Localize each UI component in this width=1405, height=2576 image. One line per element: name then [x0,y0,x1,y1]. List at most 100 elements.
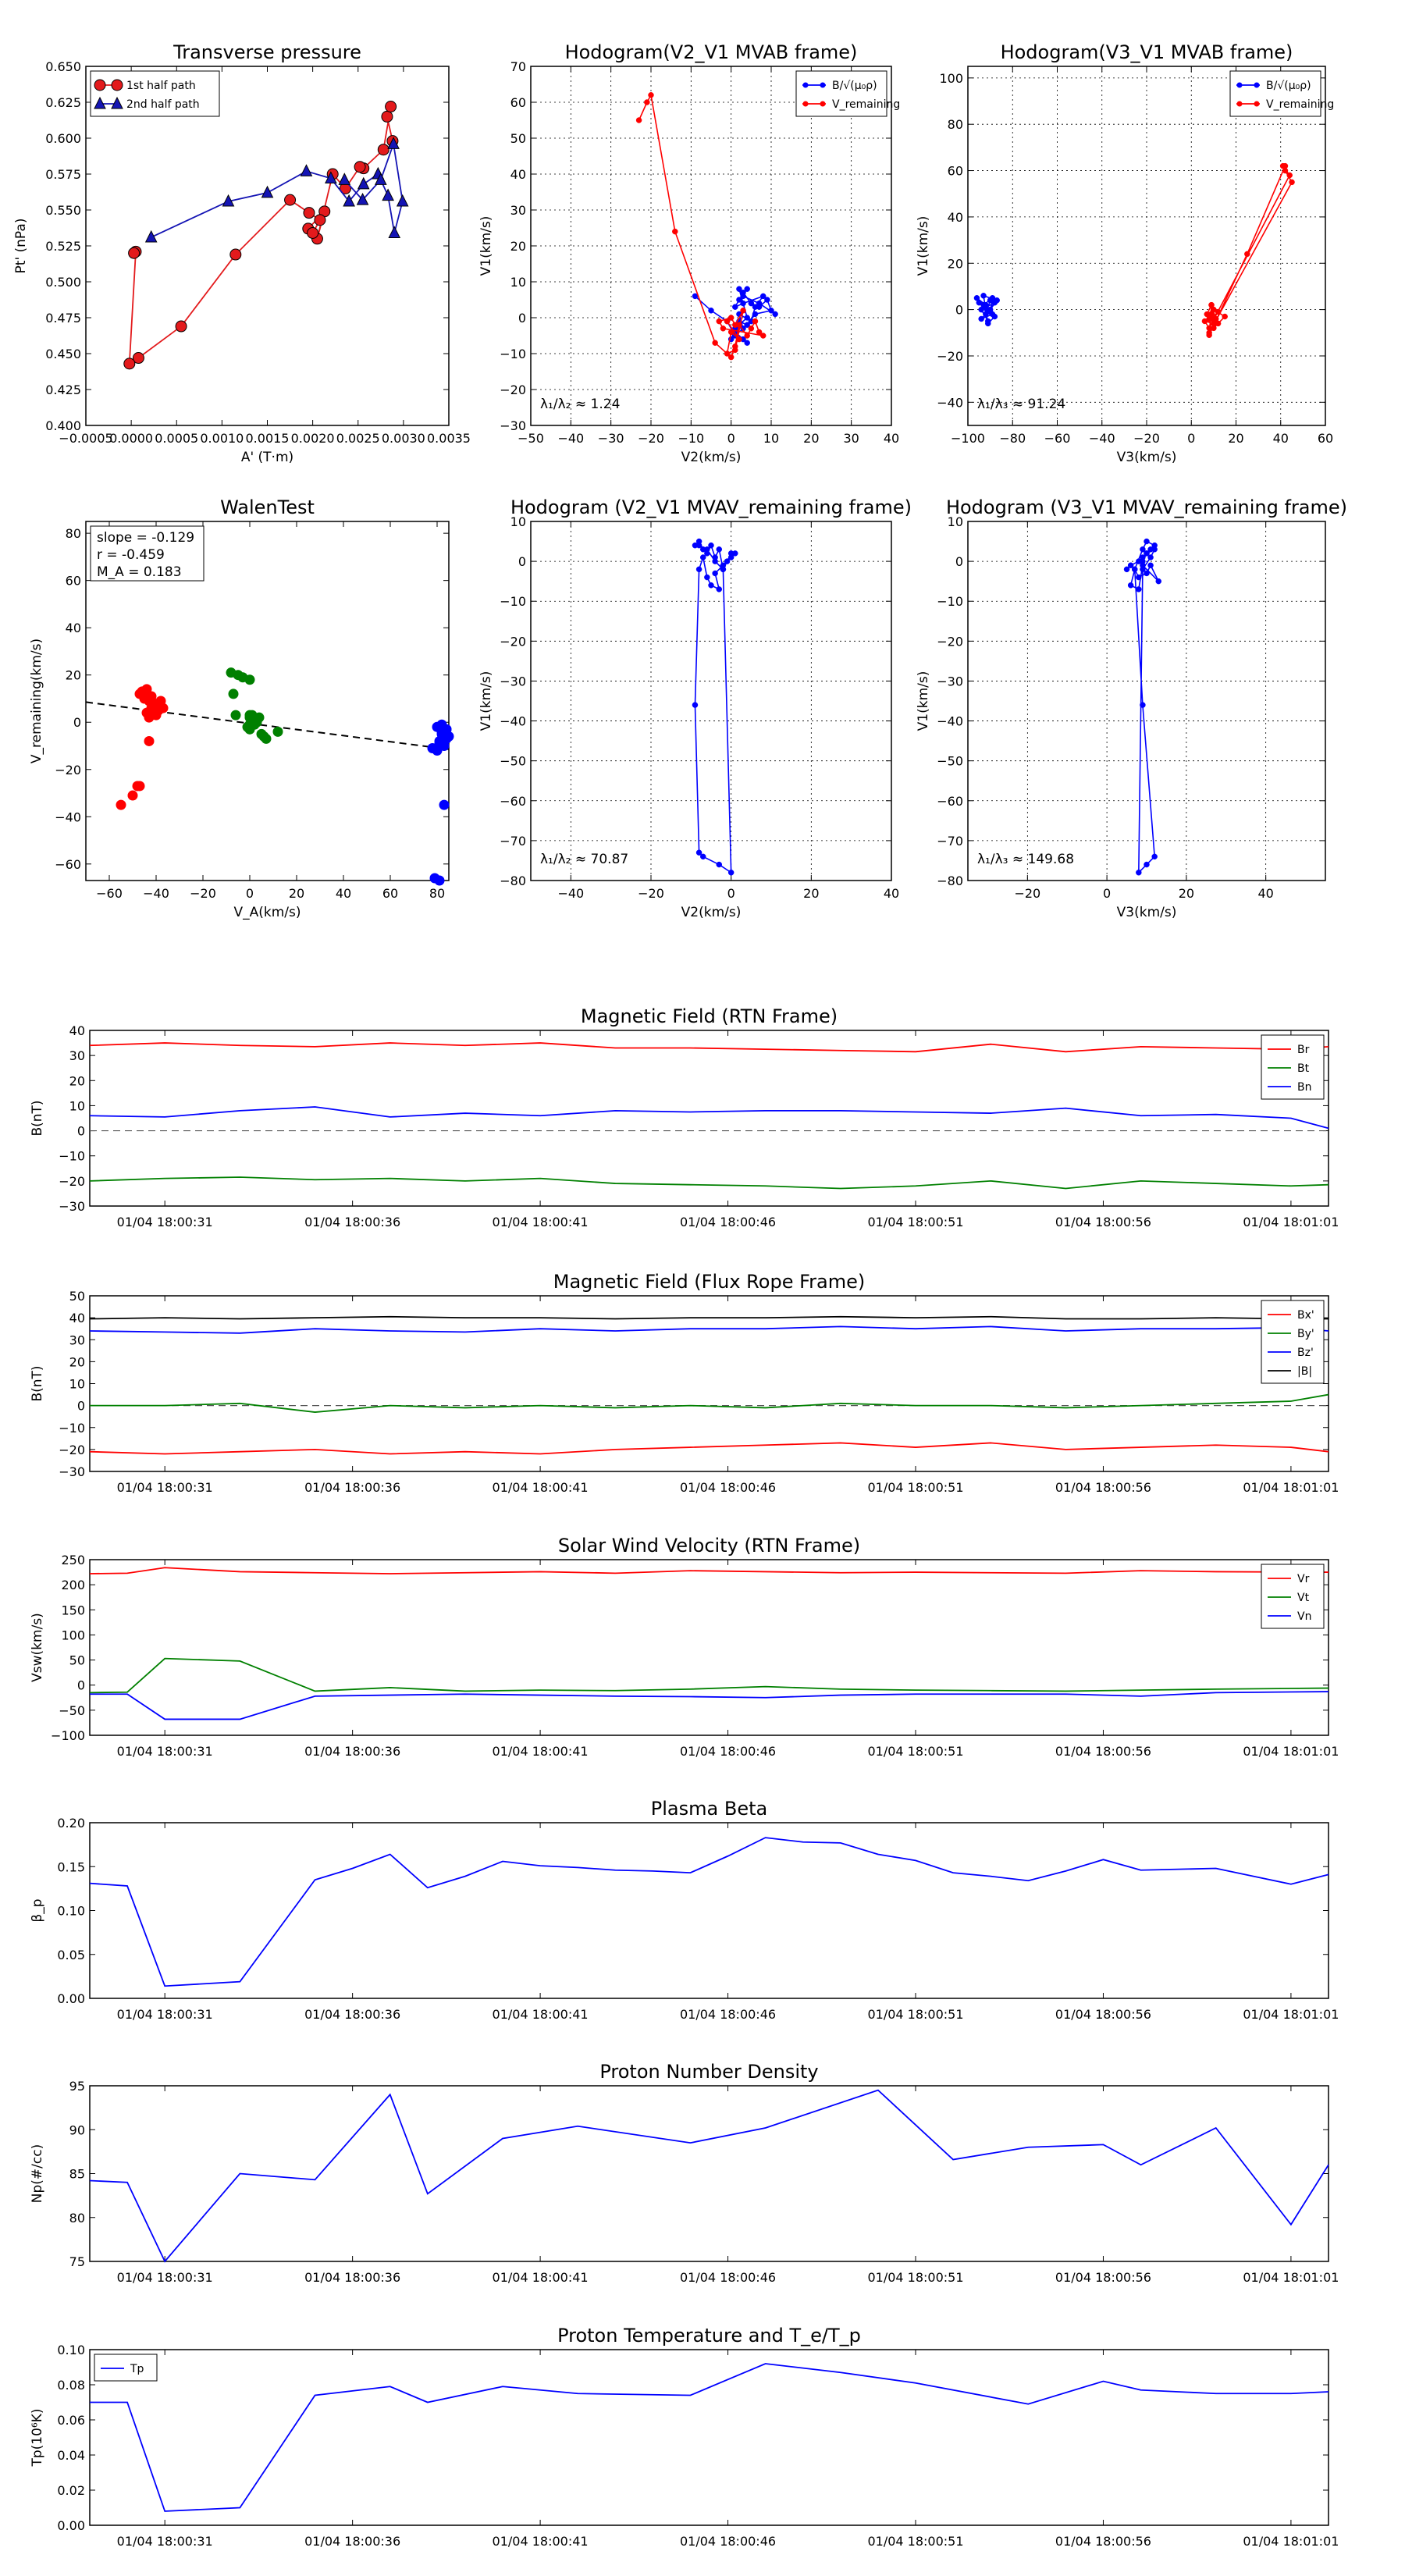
pt-marker-triangle [343,194,355,207]
mag_fr-title: Magnetic Field (Flux Rope Frame) [553,1271,865,1293]
pt-marker-circle [284,194,297,206]
h3-ytick-label: −50 [500,754,526,769]
h2-point [987,297,994,304]
h3-point [695,849,702,856]
h2-point [1206,325,1212,332]
np-xtick-label: 01/04 18:00:36 [304,2270,400,2285]
h1-point [756,329,763,336]
walen-point-green [230,710,241,720]
h3-point [695,542,702,549]
h1-legend-label: V_remaining [832,98,900,111]
h4-point [1140,702,1146,708]
h4-point [1127,582,1134,589]
h4-ytick-label: 0 [955,554,963,569]
pt-marker-circle [377,144,389,156]
h1-legend-marker [802,82,809,88]
h2-point [1204,311,1211,318]
h4-point [1147,562,1154,568]
h1-point [752,318,759,325]
tp-xtick-label: 01/04 18:00:31 [117,2534,213,2549]
np-axes-frame [89,2085,1329,2262]
h4-ytick-label: −30 [937,674,963,688]
pt-ytick-label: 0.550 [45,203,81,218]
walen-ytick-label: 0 [73,715,81,730]
h3-ylabel: V1(km/s) [478,671,494,731]
vel-xtick-label: 01/04 18:00:41 [493,1744,589,1759]
h3-ytick-label: −20 [500,634,526,649]
h1-point [708,308,714,314]
vel-legend [1261,1564,1325,1629]
np-ytick-label: 75 [69,2254,85,2269]
vel-axes-frame [89,1559,1329,1736]
mag_fr-xtick-label: 01/04 18:01:01 [1243,1480,1339,1495]
mag_fr-xtick-label: 01/04 18:00:56 [1055,1480,1151,1495]
h3-point [720,566,727,573]
tp-ytick-label: 0.10 [57,2343,85,2357]
pt-triangle-line [151,144,404,238]
tp-chart: 0.00 0.02 0.04 0.06 0.08 0.10 01/04 18:00:31 01… [30,2325,1339,2549]
h4-annotation: λ₁/λ₃ ≈ 149.68 [977,852,1074,867]
h1-point [727,315,735,321]
vel-xtick-label: 01/04 18:00:46 [680,1744,776,1759]
walen-point-red [127,790,138,801]
h1-point [756,300,763,307]
tp-axes-frame [89,2349,1329,2526]
walen-xtick-label: 60 [382,886,398,901]
vel-ytick-label: 100 [61,1628,85,1642]
h2-point [1201,318,1208,325]
beta-xtick-label: 01/04 18:01:01 [1243,2007,1339,2022]
mag_rtn-ytick-label: −10 [59,1149,85,1164]
h2-axes-frame [967,66,1326,426]
h1-point [759,293,767,300]
h3-point [716,861,723,868]
h3-ytick-label: −10 [500,594,526,609]
vel-legend-label: Vr [1297,1573,1310,1585]
h4-point [1144,550,1150,557]
h3-point [712,558,718,564]
walen-point-green [244,719,255,730]
pt-ytick-label: 0.475 [45,311,81,326]
h3-series-line [694,540,737,874]
h1-point [740,293,746,300]
walen-xtick-label: −40 [143,886,169,901]
np-ytick-label: 95 [69,2079,85,2094]
pt-legend-marker-circle [111,79,123,91]
h4-xtick-label: 40 [1257,886,1273,901]
mag_rtn-xtick-label: 01/04 18:00:31 [117,1215,213,1229]
h3-xtick-label: 20 [803,886,819,901]
h4-point [1136,574,1142,581]
beta-ytick-label: 0.05 [57,1948,85,1962]
h4-ytick-label: −50 [937,754,963,769]
np-xtick-label: 01/04 18:00:56 [1055,2270,1151,2285]
walen-xlabel: V_A(km/s) [233,905,301,920]
vel-xtick-label: 01/04 18:00:36 [304,1744,400,1759]
h4-point [1140,546,1146,553]
h4-point [1140,558,1146,564]
h2-ytick-label: 0 [955,303,963,318]
h2-point [1222,313,1228,320]
pt-marker-circle [381,110,393,123]
pt-marker-circle [132,352,144,365]
pt-xtick-label: 0.0015 [246,431,290,446]
h3-ytick-label: −60 [500,794,526,809]
mag_rtn-ytick-label: −20 [59,1174,85,1189]
tp-ytick-label: 0.00 [57,2518,85,2533]
h1-point [736,286,742,292]
h2-point [978,306,984,313]
h4-xlabel: V3(km/s) [1117,905,1177,920]
pt-marker-triangle [356,193,369,205]
walen-xtick-label: 40 [336,886,351,901]
h1-point [772,311,778,318]
vel-Vn-line [90,1691,1329,1720]
mag_rtn-ytick-label: 10 [69,1098,85,1113]
h2-point [1215,308,1222,315]
mag_rtn-axes-frame [89,1030,1329,1207]
walen-info-line: M_A = 0.183 [97,564,182,580]
h1-annotation: λ₁/λ₂ ≈ 1.24 [540,397,620,412]
np-xtick-label: 01/04 18:00:31 [117,2270,213,2285]
h4-point [1144,861,1150,868]
h1-legend-marker [820,82,826,88]
h2-point [973,295,980,301]
mag_fr-axes-frame [89,1295,1329,1472]
walen-point-red [132,781,143,792]
